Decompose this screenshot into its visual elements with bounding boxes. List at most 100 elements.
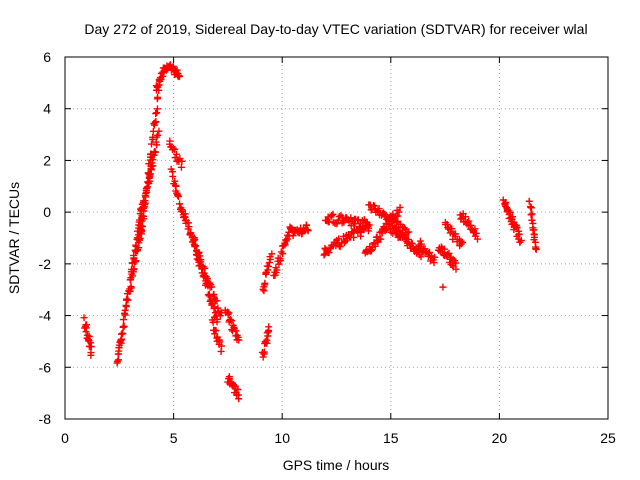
data-point [354,216,362,224]
data-point [513,224,521,232]
data-point [225,309,233,317]
data-point [472,229,480,237]
data-point [275,260,283,268]
x-tick-label: 25 [600,430,616,446]
y-tick-label: 0 [43,204,51,220]
x-axis-label: GPS time / hours [283,457,390,473]
y-axis-ticks: -8 -6 -4 -2 0 2 4 6 [39,49,608,427]
data-point [140,207,148,215]
data-point [260,348,268,356]
data-point [136,234,144,242]
data-point [172,182,180,190]
data-point [121,306,129,314]
data-point [181,210,189,218]
data-point [210,303,218,311]
data-point [209,318,217,326]
data-point [82,324,90,332]
data-point [439,283,447,291]
data-point [345,218,353,226]
data-point [365,221,373,229]
data-point [154,131,162,139]
data-point [265,323,273,331]
data-point [452,259,460,267]
y-axis-label: SDTVAR / TECUs [6,182,22,294]
data-point [528,210,536,218]
data-point [417,253,425,261]
data-point [123,295,131,303]
data-point [273,266,281,274]
data-point [142,193,150,201]
data-point [527,204,535,212]
data-point [268,250,276,258]
data-point [383,226,391,234]
data-point [176,200,184,208]
data-point [141,199,149,207]
chart-title: Day 272 of 2019, Sidereal Day-to-day VTE… [84,21,587,37]
data-point [137,227,145,235]
data-point [517,236,525,244]
y-tick-label: -2 [39,256,52,272]
data-point [431,253,439,261]
data-point [192,242,200,250]
data-point [456,211,464,219]
data-point [129,266,137,274]
data-point [426,248,434,256]
data-point [368,246,376,254]
data-point [87,343,95,351]
data-point [263,336,271,344]
y-tick-label: 2 [43,152,51,168]
data-point [325,249,333,257]
data-point [132,257,140,265]
data-point [149,162,157,170]
data-point [169,144,177,152]
data-point [178,157,186,165]
data-point [457,237,465,245]
data-point [216,338,224,346]
data-point [185,223,193,231]
data-point [401,233,409,241]
data-point [259,353,267,361]
x-tick-label: 5 [170,430,178,446]
data-point [441,245,449,253]
y-tick-label: 6 [43,49,51,65]
y-tick-label: -4 [39,308,52,324]
data-point [404,235,412,243]
data-point [217,342,225,350]
data-point [152,118,160,126]
data-point [335,235,343,243]
data-point [149,156,157,164]
data-point [151,148,159,156]
x-tick-label: 20 [492,430,508,446]
data-point [515,230,523,238]
data-point [277,257,285,265]
data-point [328,211,336,219]
data-point [174,192,182,200]
data-point [225,373,233,381]
data-point [235,336,243,344]
data-point [377,235,385,243]
data-point [153,82,161,90]
data-point [234,391,242,399]
data-point [155,127,163,135]
data-point [177,163,185,171]
y-tick-label: -6 [39,359,52,375]
data-point [467,221,475,229]
data-point [224,311,232,319]
data-point [173,150,181,158]
data-point [127,283,135,291]
data-point [227,317,235,325]
data-point [471,225,479,233]
data-point [176,72,184,80]
data-point [80,314,88,322]
data-points [80,61,540,403]
data-point [208,283,216,291]
data-point [126,287,134,295]
data-point [302,222,310,230]
data-point [201,264,209,272]
data-point [337,212,345,220]
data-point [448,225,456,233]
data-point [320,251,328,259]
data-point [329,210,337,218]
data-point [266,255,274,263]
data-point [367,247,375,255]
